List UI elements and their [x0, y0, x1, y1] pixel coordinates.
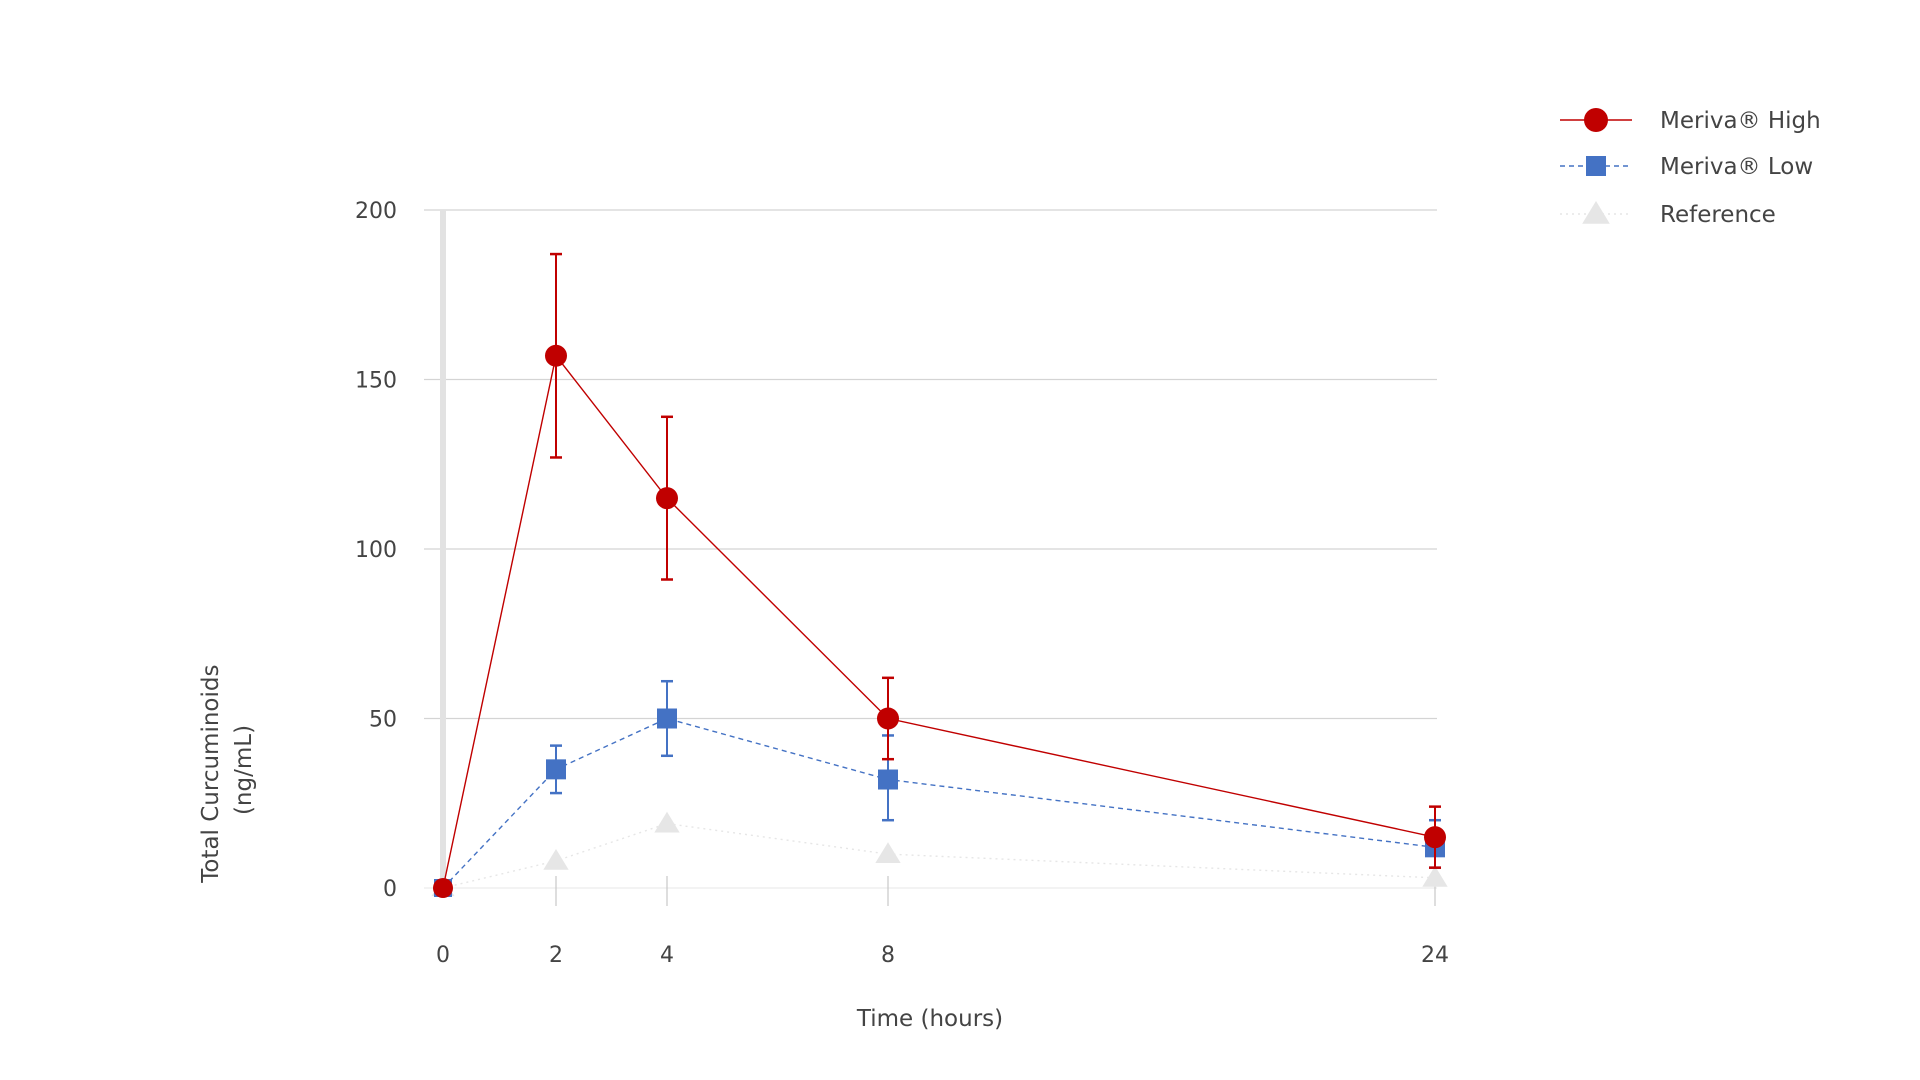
legend-marker-meriva-low — [1586, 156, 1606, 176]
y-tick-label-100: 100 — [355, 538, 397, 563]
legend-item-meriva-high: Meriva® High — [1560, 108, 1821, 134]
legend-label-meriva-high: Meriva® High — [1660, 108, 1821, 134]
point-meriva-high-4 — [656, 487, 678, 510]
series-reference — [431, 811, 1448, 897]
point-meriva-high-8 — [877, 707, 899, 730]
series-layer — [431, 252, 1448, 898]
legend-label-reference: Reference — [1660, 202, 1776, 228]
y-tick-label-0: 0 — [383, 877, 397, 902]
series-meriva-low — [434, 679, 1445, 897]
point-meriva-high-2 — [545, 344, 567, 367]
point-reference-4 — [654, 811, 680, 833]
legend-marker-reference — [1582, 201, 1610, 224]
point-meriva-low-2 — [546, 759, 566, 780]
y-tick-label-50: 50 — [369, 708, 397, 733]
x-tick-label-0: 0 — [436, 943, 450, 968]
y-axis-title-line-1: Total Curcuminoids — [198, 665, 224, 884]
point-meriva-low-8 — [878, 769, 898, 790]
series-line-meriva-high — [442, 354, 1436, 889]
point-reference-8 — [875, 842, 901, 864]
x-tick-label-24: 24 — [1421, 943, 1449, 968]
x-axis-title: Time (hours) — [856, 1006, 1003, 1032]
legend-item-meriva-low: Meriva® Low — [1560, 154, 1813, 180]
y-tick-label-200: 200 — [355, 199, 397, 224]
series-meriva-high — [433, 252, 1446, 898]
legend: Meriva® High Meriva® Low Reference — [1560, 108, 1821, 228]
grid-layer — [424, 209, 1437, 889]
y-tick-label-150: 150 — [355, 369, 397, 394]
x-tick-label-2: 2 — [549, 943, 563, 968]
x-tick-label-8: 8 — [881, 943, 895, 968]
legend-item-reference: Reference — [1560, 201, 1776, 228]
point-meriva-low-4 — [657, 708, 677, 729]
series-line-meriva-low — [442, 717, 1436, 889]
x-tick-label-4: 4 — [660, 943, 674, 968]
y-axis-title: Total Curcuminoids (ng/mL) — [198, 657, 257, 884]
series-line-reference — [442, 822, 1436, 889]
point-meriva-high-0 — [433, 878, 453, 898]
point-reference-24 — [1422, 865, 1448, 887]
legend-label-meriva-low: Meriva® Low — [1660, 154, 1813, 180]
y-axis-title-line-2: (ng/mL) — [231, 725, 257, 815]
legend-marker-meriva-high — [1584, 108, 1608, 132]
point-meriva-high-24 — [1424, 826, 1446, 849]
point-reference-2 — [543, 849, 569, 870]
